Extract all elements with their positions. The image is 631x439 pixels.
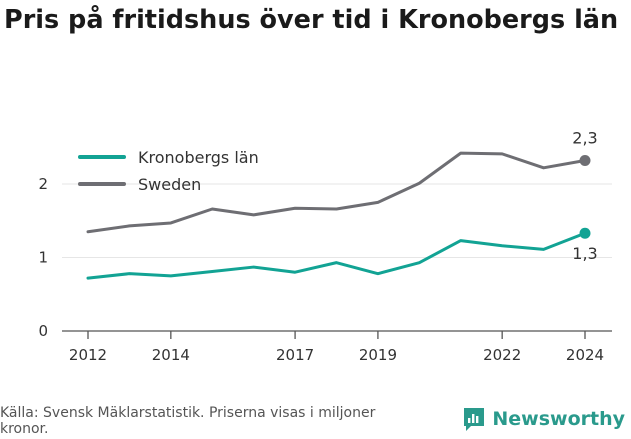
line-chart: 0 1 2 2012 2014 2017 2019 2022 2024 1,3 2,3 Kron… bbox=[38, 128, 612, 364]
source-note: Källa: Svensk Mäklarstatistik. Priserna … bbox=[0, 405, 376, 437]
x-axis bbox=[62, 330, 612, 339]
grid-lines bbox=[62, 183, 612, 258]
end-point-kronoberg-2024 bbox=[579, 227, 591, 239]
x-tick-label-2019: 2019 bbox=[359, 346, 397, 364]
legend: Kronobergs län Sweden bbox=[78, 148, 259, 194]
end-label-kronoberg: 1,3 bbox=[572, 244, 597, 263]
newsworthy-logo-icon bbox=[464, 408, 485, 431]
x-tick-label-2024: 2024 bbox=[566, 346, 604, 364]
x-tick-label-2012: 2012 bbox=[69, 346, 107, 364]
y-tick-label-0: 0 bbox=[38, 322, 48, 340]
series-line-sweden bbox=[86, 151, 587, 234]
chart-title: Pris på fritidshus över tid i Kronobergs… bbox=[4, 5, 619, 35]
x-tick-label-2022: 2022 bbox=[483, 346, 521, 364]
end-label-sweden: 2,3 bbox=[572, 128, 597, 147]
y-tick-label-2: 2 bbox=[38, 175, 48, 193]
brand-name: Newsworthy bbox=[492, 408, 625, 430]
y-tick-label-1: 1 bbox=[38, 249, 48, 267]
x-tick-label-2014: 2014 bbox=[152, 346, 190, 364]
series-lines: 1,3 2,3 bbox=[86, 128, 598, 280]
series-line-kronoberg bbox=[86, 231, 587, 280]
x-tick-labels: 2012 2014 2017 2019 2022 2024 bbox=[69, 346, 604, 364]
legend-label-sweden: Sweden bbox=[138, 175, 201, 194]
legend-label-kronoberg: Kronobergs län bbox=[138, 148, 259, 167]
x-tick-label-2017: 2017 bbox=[276, 346, 314, 364]
brand-logo: Newsworthy bbox=[462, 406, 625, 432]
y-axis: 0 1 2 bbox=[38, 175, 48, 340]
end-point-sweden-2024 bbox=[579, 154, 591, 166]
